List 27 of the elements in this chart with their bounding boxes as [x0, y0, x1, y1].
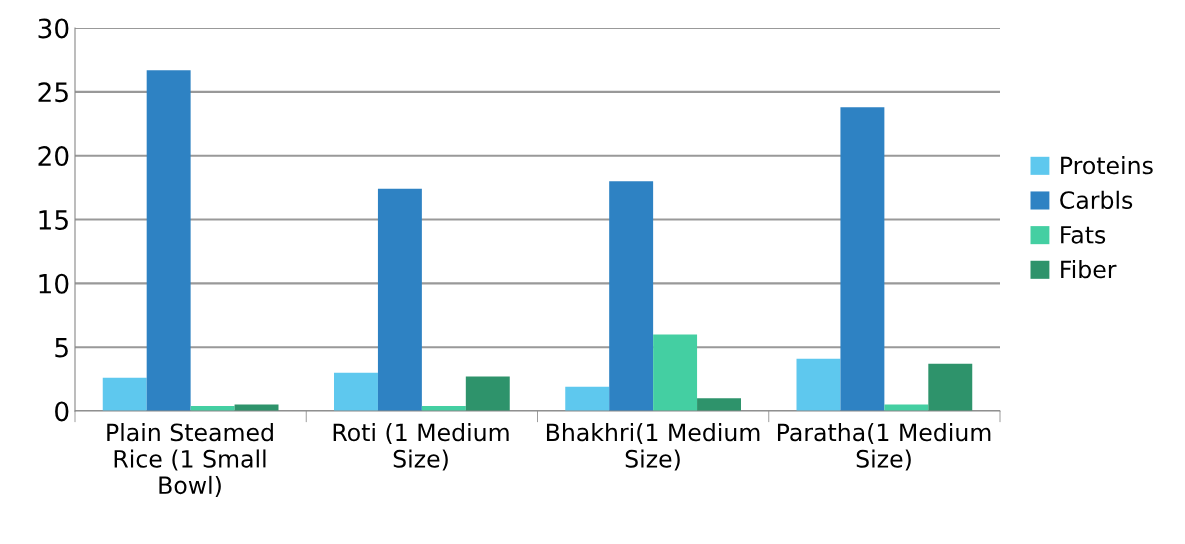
bar	[609, 181, 654, 411]
bar	[377, 188, 422, 411]
y-tick-label: 30	[38, 18, 69, 39]
y-tick-label: 25	[38, 82, 68, 103]
x-tick-label: Bhakhri(1 Medium Size)	[546, 423, 760, 471]
legend-label: Carbls	[1060, 190, 1133, 210]
bar	[334, 372, 378, 411]
bar	[653, 334, 698, 411]
bar	[928, 363, 973, 411]
legend-label: Fiber	[1061, 260, 1117, 279]
bar	[102, 377, 147, 411]
bar	[146, 70, 191, 411]
x-tick-label: Roti (1 Medium Size)	[333, 423, 509, 471]
y-tick-label: 0	[55, 401, 69, 422]
y-tick-label: 10	[39, 273, 69, 294]
x-tick-label: Plain Steamed Rice (1 Small Bowl)	[107, 423, 273, 497]
bar	[697, 398, 741, 411]
y-tick-label: 15	[39, 210, 68, 230]
bar	[465, 376, 510, 411]
bar	[796, 358, 841, 411]
y-tick-label: 5	[55, 337, 68, 358]
legend-label: Fats	[1061, 226, 1106, 244]
x-tick-label: Paratha(1 Medium Size)	[777, 423, 991, 471]
legend-label: Proteins	[1061, 156, 1153, 175]
bar	[565, 386, 610, 411]
y-tick-label: 20	[38, 146, 69, 167]
bar	[840, 107, 885, 411]
